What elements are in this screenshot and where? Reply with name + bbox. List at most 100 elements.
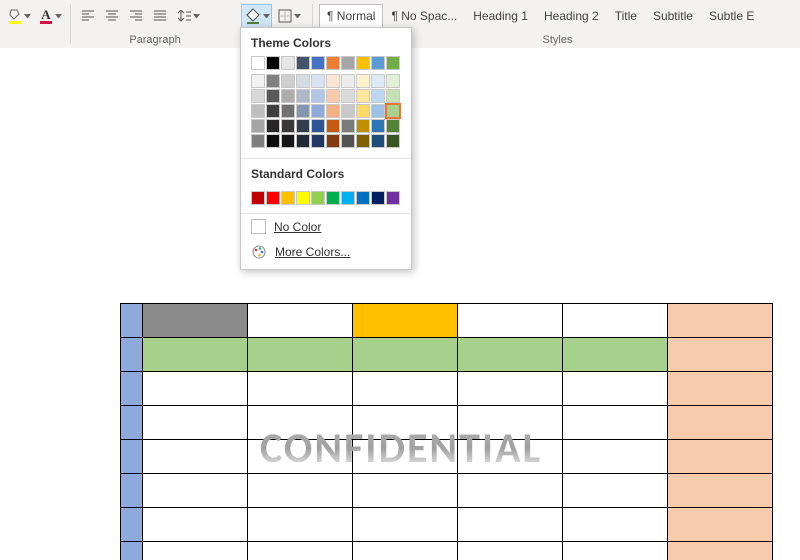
color-swatch[interactable] — [341, 56, 355, 70]
color-swatch[interactable] — [386, 134, 400, 148]
table-cell[interactable] — [248, 372, 353, 406]
color-swatch[interactable] — [371, 119, 385, 133]
table-cell[interactable] — [353, 372, 458, 406]
table-cell[interactable] — [563, 372, 668, 406]
table-cell[interactable] — [353, 440, 458, 474]
font-color-button[interactable]: A — [35, 4, 64, 28]
color-swatch[interactable] — [356, 134, 370, 148]
color-swatch[interactable] — [296, 191, 310, 205]
table-cell[interactable] — [563, 508, 668, 542]
color-swatch[interactable] — [281, 119, 295, 133]
color-swatch[interactable] — [266, 119, 280, 133]
align-right-button[interactable] — [125, 4, 147, 28]
highlight-button[interactable] — [4, 4, 33, 28]
color-swatch[interactable] — [251, 89, 265, 103]
table-cell[interactable] — [458, 372, 563, 406]
style-item[interactable]: ¶ Normal — [319, 4, 383, 28]
color-swatch[interactable] — [266, 134, 280, 148]
table-cell[interactable] — [248, 440, 353, 474]
color-swatch[interactable] — [326, 119, 340, 133]
color-swatch[interactable] — [326, 56, 340, 70]
color-swatch[interactable] — [281, 104, 295, 118]
color-swatch[interactable] — [371, 104, 385, 118]
table-cell[interactable] — [563, 304, 668, 338]
color-swatch[interactable] — [281, 56, 295, 70]
table-cell[interactable] — [121, 440, 143, 474]
color-swatch[interactable] — [311, 134, 325, 148]
color-swatch[interactable] — [371, 74, 385, 88]
color-swatch[interactable] — [251, 134, 265, 148]
line-spacing-button[interactable] — [173, 4, 202, 28]
table-cell[interactable] — [248, 508, 353, 542]
color-swatch[interactable] — [251, 74, 265, 88]
color-swatch[interactable] — [341, 104, 355, 118]
table-cell[interactable] — [143, 338, 248, 372]
color-swatch[interactable] — [371, 191, 385, 205]
color-swatch[interactable] — [311, 89, 325, 103]
table-cell[interactable] — [668, 542, 773, 560]
color-swatch[interactable] — [326, 104, 340, 118]
color-swatch[interactable] — [326, 191, 340, 205]
color-swatch[interactable] — [281, 134, 295, 148]
style-item[interactable]: Heading 1 — [465, 4, 536, 28]
color-swatch[interactable] — [266, 56, 280, 70]
color-swatch[interactable] — [311, 191, 325, 205]
color-swatch[interactable] — [356, 74, 370, 88]
no-color-item[interactable]: No Color — [241, 214, 411, 239]
table-cell[interactable] — [353, 542, 458, 560]
color-swatch[interactable] — [311, 74, 325, 88]
align-center-button[interactable] — [101, 4, 123, 28]
table-cell[interactable] — [458, 406, 563, 440]
table-cell[interactable] — [668, 474, 773, 508]
table-cell[interactable] — [121, 304, 143, 338]
color-swatch[interactable] — [356, 119, 370, 133]
color-swatch[interactable] — [266, 104, 280, 118]
table-cell[interactable] — [143, 304, 248, 338]
color-swatch[interactable] — [356, 104, 370, 118]
table-cell[interactable] — [563, 440, 668, 474]
color-swatch[interactable] — [251, 104, 265, 118]
color-swatch[interactable] — [266, 74, 280, 88]
table-cell[interactable] — [458, 338, 563, 372]
shading-button[interactable] — [241, 4, 272, 28]
table-cell[interactable] — [121, 542, 143, 560]
color-swatch[interactable] — [371, 134, 385, 148]
table-cell[interactable] — [248, 542, 353, 560]
color-swatch[interactable] — [371, 56, 385, 70]
color-swatch[interactable] — [311, 119, 325, 133]
table-cell[interactable] — [248, 406, 353, 440]
color-swatch[interactable] — [371, 89, 385, 103]
table-cell[interactable] — [353, 474, 458, 508]
color-swatch[interactable] — [251, 119, 265, 133]
table-cell[interactable] — [121, 508, 143, 542]
style-item[interactable]: Subtitle — [645, 4, 701, 28]
style-item[interactable]: Title — [607, 4, 645, 28]
color-swatch[interactable] — [296, 104, 310, 118]
color-swatch[interactable] — [356, 89, 370, 103]
color-swatch[interactable] — [386, 191, 400, 205]
color-swatch[interactable] — [326, 89, 340, 103]
table-cell[interactable] — [458, 542, 563, 560]
color-swatch[interactable] — [296, 119, 310, 133]
table-cell[interactable] — [668, 440, 773, 474]
color-swatch[interactable] — [296, 134, 310, 148]
table-cell[interactable] — [563, 338, 668, 372]
table-cell[interactable] — [121, 338, 143, 372]
color-swatch[interactable] — [386, 119, 400, 133]
table-cell[interactable] — [668, 304, 773, 338]
color-swatch[interactable] — [296, 74, 310, 88]
table-cell[interactable] — [458, 304, 563, 338]
table-cell[interactable] — [563, 406, 668, 440]
document-table[interactable] — [120, 303, 773, 560]
table-cell[interactable] — [353, 338, 458, 372]
color-swatch[interactable] — [296, 56, 310, 70]
table-cell[interactable] — [668, 508, 773, 542]
color-swatch[interactable] — [356, 191, 370, 205]
justify-button[interactable] — [149, 4, 171, 28]
table-cell[interactable] — [458, 508, 563, 542]
more-colors-item[interactable]: More Colors... — [241, 239, 411, 265]
table-cell[interactable] — [143, 542, 248, 560]
table-cell[interactable] — [121, 372, 143, 406]
color-swatch[interactable] — [251, 191, 265, 205]
align-left-button[interactable] — [77, 4, 99, 28]
